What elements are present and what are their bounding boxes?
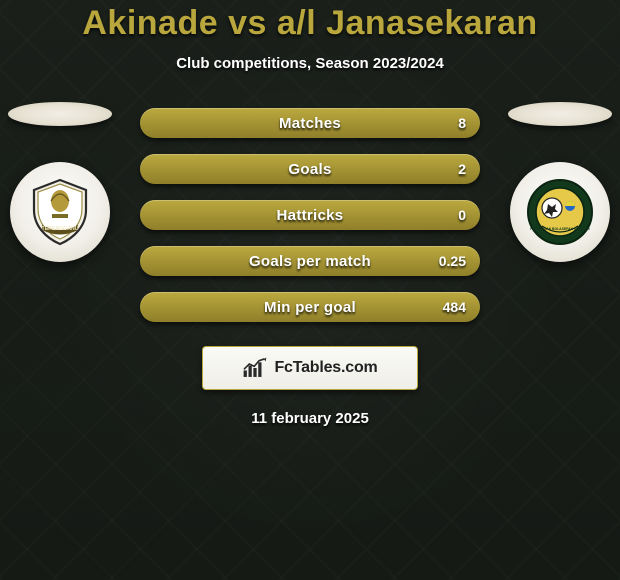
stat-label: Min per goal <box>264 299 356 316</box>
svg-text:TERENGGANU: TERENGGANU <box>42 226 79 232</box>
brand-link[interactable]: FcTables.com <box>202 346 418 390</box>
club-badge-right: PERSATUAN BOLASEPAK KUCHING <box>510 162 610 262</box>
crest-right-icon: PERSATUAN BOLASEPAK KUCHING <box>524 176 596 248</box>
left-column: TERENGGANU <box>8 102 112 262</box>
stat-label: Goals per match <box>249 253 371 270</box>
comparison-card: Akinade vs a/l Janasekaran Club competit… <box>0 0 620 427</box>
stat-row-min-per-goal: Min per goal 484 <box>140 292 480 322</box>
club-badge-left: TERENGGANU <box>10 162 110 262</box>
crest-left-icon: TERENGGANU <box>24 176 96 248</box>
stat-label: Goals <box>288 161 331 178</box>
stat-rows: Matches 8 Goals 2 Hattricks 0 Goals per … <box>140 108 480 322</box>
stat-right-value: 8 <box>458 115 466 131</box>
stat-row-hattricks: Hattricks 0 <box>140 200 480 230</box>
stat-right-value: 484 <box>443 299 466 315</box>
stage: TERENGGANU PERSATUAN BOLASEPAK KUCHING <box>0 108 620 427</box>
player-silhouette-left <box>8 102 112 126</box>
bars-icon <box>242 357 268 379</box>
stat-row-matches: Matches 8 <box>140 108 480 138</box>
stat-right-value: 0.25 <box>439 253 466 269</box>
subtitle: Club competitions, Season 2023/2024 <box>0 55 620 72</box>
stat-right-value: 0 <box>458 207 466 223</box>
right-column: PERSATUAN BOLASEPAK KUCHING <box>508 102 612 262</box>
svg-text:PERSATUAN BOLASEPAK KUCHING: PERSATUAN BOLASEPAK KUCHING <box>530 227 590 231</box>
page-title: Akinade vs a/l Janasekaran <box>0 4 620 43</box>
stat-label: Matches <box>279 115 341 132</box>
stat-row-goals: Goals 2 <box>140 154 480 184</box>
stat-row-goals-per-match: Goals per match 0.25 <box>140 246 480 276</box>
date-label: 11 february 2025 <box>0 410 620 427</box>
stat-label: Hattricks <box>277 207 344 224</box>
brand-text: FcTables.com <box>274 359 377 377</box>
stat-right-value: 2 <box>458 161 466 177</box>
player-silhouette-right <box>508 102 612 126</box>
